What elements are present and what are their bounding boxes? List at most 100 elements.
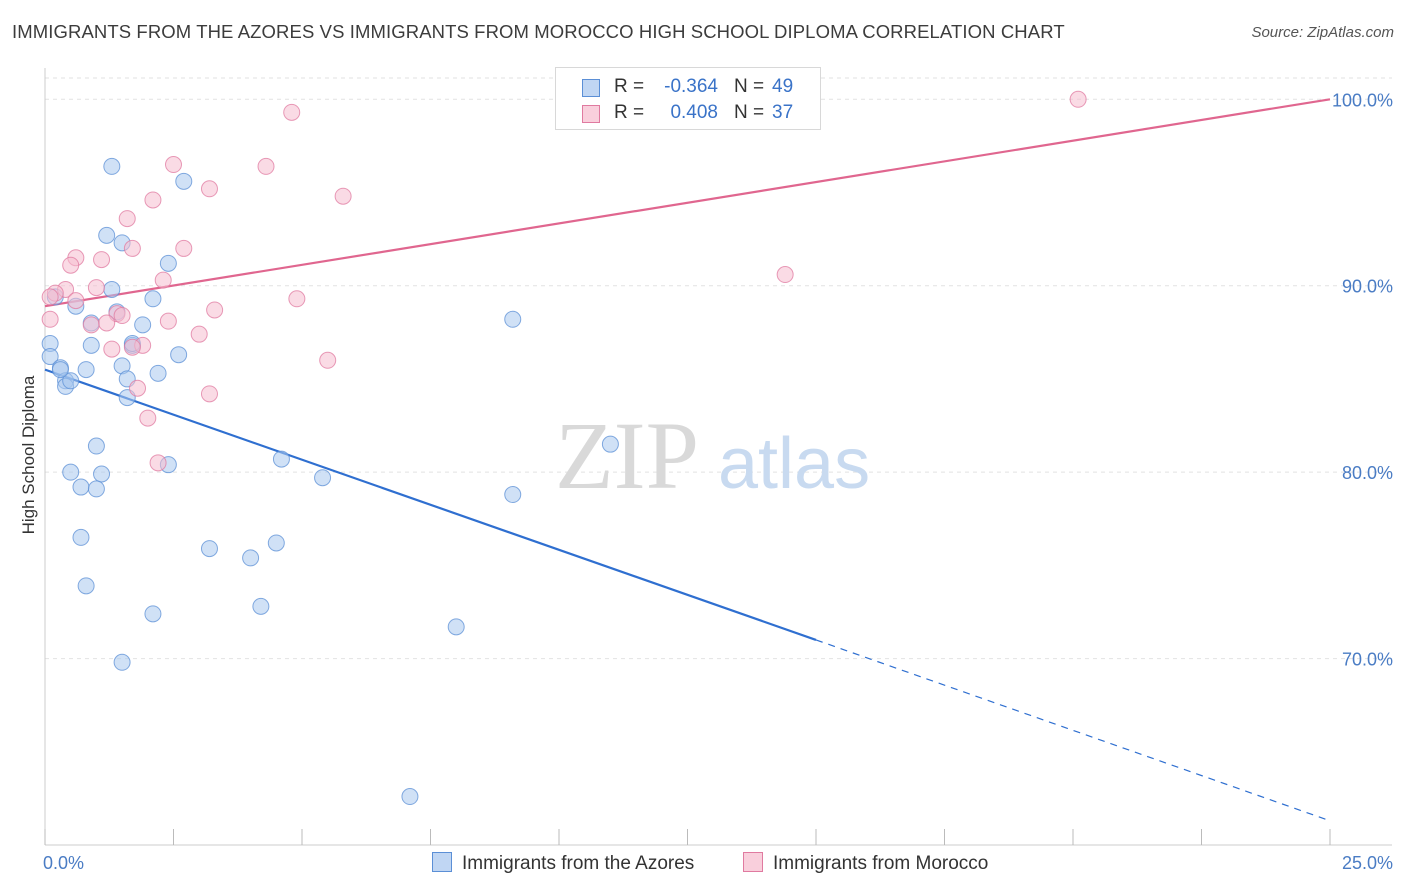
data-point-morocco — [139, 409, 157, 427]
data-point-morocco — [82, 316, 100, 334]
correlation-legend: R = -0.364 N = 49 R = 0.408 N = 37 — [555, 67, 821, 130]
y-tick-label: 100.0% — [1332, 90, 1393, 110]
data-point-azores — [103, 280, 121, 298]
data-point-azores — [113, 653, 131, 671]
data-point-morocco — [67, 292, 85, 310]
trend-line-azores — [44, 368, 817, 641]
data-point-azores — [82, 336, 100, 354]
x-tick-label-max: 25.0% — [1342, 853, 1393, 873]
legend-n-value: 37 — [772, 102, 794, 123]
data-point-morocco — [62, 256, 80, 274]
data-point-azores — [77, 361, 95, 379]
data-point-azores — [200, 540, 218, 558]
data-point-azores — [149, 364, 167, 382]
data-point-azores — [87, 437, 105, 455]
data-point-azores — [601, 435, 619, 453]
data-point-morocco — [776, 266, 794, 284]
trend-line-extension-azores — [815, 639, 1331, 822]
legend-r-value: -0.364 — [664, 76, 718, 97]
data-point-morocco — [98, 314, 116, 332]
data-point-azores — [41, 348, 59, 366]
data-point-azores — [447, 618, 465, 636]
axes — [44, 68, 1392, 846]
data-point-azores — [170, 346, 188, 364]
gridlines — [45, 77, 1392, 660]
legend-r-label: R = — [614, 76, 645, 97]
tick-labels: 100.0% 90.0% 80.0% 70.0% 0.0% 25.0% — [43, 90, 1393, 873]
data-point-morocco — [123, 239, 141, 257]
data-point-azores — [62, 372, 80, 390]
data-point-azores — [159, 254, 177, 272]
legend-row-morocco: R = 0.408 N = 37 — [556, 102, 820, 128]
data-points — [41, 90, 1087, 806]
data-point-morocco — [41, 310, 59, 328]
data-point-morocco — [319, 351, 337, 369]
data-point-morocco — [154, 271, 172, 289]
data-point-morocco — [175, 239, 193, 257]
legend-n-value: 49 — [772, 76, 794, 97]
data-point-azores — [144, 290, 162, 308]
data-point-morocco — [190, 325, 208, 343]
source-label: Source: ZipAtlas.com — [1251, 24, 1394, 41]
data-point-azores — [504, 486, 522, 504]
legend-swatch-azores — [582, 79, 600, 97]
bottom-legend-morocco[interactable]: Immigrants from Morocco — [743, 852, 988, 875]
data-point-azores — [314, 469, 332, 487]
data-point-morocco — [257, 157, 275, 175]
watermark-zip: ZIP — [555, 402, 699, 509]
chart-title: IMMIGRANTS FROM THE AZORES VS IMMIGRANTS… — [12, 21, 1065, 42]
data-point-morocco — [93, 251, 111, 269]
trend-lines — [44, 98, 1331, 822]
legend-swatch-morocco — [582, 105, 600, 123]
data-point-azores — [87, 480, 105, 498]
watermark-atlas: atlas — [718, 424, 870, 504]
data-point-morocco — [129, 379, 147, 397]
y-tick-label: 70.0% — [1342, 650, 1393, 670]
data-point-morocco — [206, 301, 224, 319]
data-point-azores — [103, 157, 121, 175]
data-point-morocco — [103, 340, 121, 358]
data-point-azores — [144, 605, 162, 623]
data-point-azores — [72, 528, 90, 546]
data-point-azores — [175, 172, 193, 190]
data-point-morocco — [113, 307, 131, 325]
data-point-morocco — [159, 312, 177, 330]
data-point-morocco — [200, 180, 218, 198]
data-point-morocco — [118, 210, 136, 228]
y-tick-label: 90.0% — [1342, 277, 1393, 297]
data-point-morocco — [41, 288, 59, 306]
x-tick-label-min: 0.0% — [43, 853, 84, 873]
trend-line-morocco — [44, 98, 1331, 308]
data-point-azores — [272, 450, 290, 468]
bottom-legend-label-azores: Immigrants from the Azores — [462, 853, 695, 874]
data-point-azores — [93, 465, 111, 483]
data-point-morocco — [334, 187, 352, 205]
legend-row-azores: R = -0.364 N = 49 — [556, 76, 820, 102]
data-point-azores — [252, 597, 270, 615]
bottom-legend-swatch-morocco — [743, 852, 763, 872]
data-point-morocco — [283, 103, 301, 121]
legend-r-value: 0.408 — [670, 102, 718, 123]
data-point-morocco — [1069, 90, 1087, 108]
y-tick-label: 80.0% — [1342, 463, 1393, 483]
data-point-azores — [77, 577, 95, 595]
data-point-azores — [401, 788, 419, 806]
data-point-azores — [51, 361, 69, 379]
data-point-morocco — [123, 338, 141, 356]
data-point-azores — [72, 478, 90, 496]
data-point-morocco — [200, 385, 218, 403]
legend-n-label: N = — [734, 102, 765, 123]
data-point-azores — [242, 549, 260, 567]
data-point-morocco — [144, 191, 162, 209]
data-point-azores — [98, 226, 116, 244]
data-point-azores — [504, 310, 522, 328]
data-point-morocco — [87, 279, 105, 297]
bottom-legend-azores[interactable]: Immigrants from the Azores — [432, 852, 694, 875]
bottom-legend-swatch-azores — [432, 852, 452, 872]
y-axis-label: High School Diploma — [19, 375, 38, 534]
data-point-morocco — [149, 454, 167, 472]
data-point-morocco — [165, 156, 182, 174]
data-point-azores — [134, 316, 152, 334]
data-point-morocco — [288, 290, 306, 308]
